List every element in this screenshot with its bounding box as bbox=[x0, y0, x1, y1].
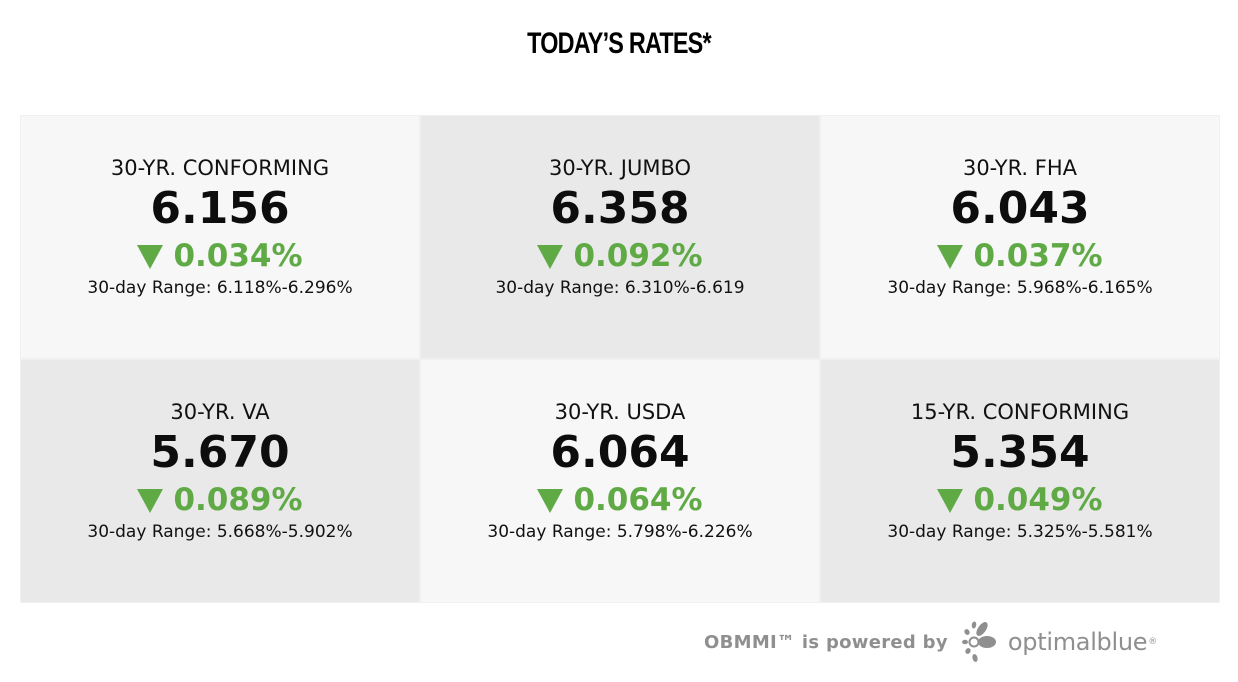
rate-change: 0.064% bbox=[537, 481, 703, 519]
rate-change-value: 0.034% bbox=[173, 238, 303, 274]
rate-change-value: 0.064% bbox=[573, 482, 703, 518]
rate-change-value: 0.049% bbox=[973, 482, 1103, 518]
down-triangle-icon bbox=[537, 245, 564, 269]
rate-card-30yr-fha: 30-YR. FHA 6.043 0.037% 30-day Range: 5.… bbox=[820, 115, 1220, 359]
down-triangle-icon bbox=[937, 489, 964, 513]
rate-change: 0.037% bbox=[937, 237, 1103, 275]
rate-value: 6.064 bbox=[550, 427, 690, 478]
rate-value: 6.156 bbox=[150, 183, 290, 234]
rate-30day-range: 30-day Range: 5.968%-6.165% bbox=[887, 278, 1153, 298]
rate-change: 0.034% bbox=[137, 237, 303, 275]
rate-30day-range: 30-day Range: 5.668%-5.902% bbox=[87, 522, 353, 542]
rate-card-30yr-conforming: 30-YR. CONFORMING 6.156 0.034% 30-day Ra… bbox=[20, 115, 420, 359]
rate-change: 0.049% bbox=[937, 481, 1103, 519]
rate-change: 0.089% bbox=[137, 481, 303, 519]
rate-30day-range: 30-day Range: 5.325%-5.581% bbox=[887, 522, 1153, 542]
rate-card-30yr-jumbo: 30-YR. JUMBO 6.358 0.092% 30-day Range: … bbox=[420, 115, 820, 359]
down-triangle-icon bbox=[937, 245, 964, 269]
down-triangle-icon bbox=[137, 489, 164, 513]
rate-label: 30-YR. JUMBO bbox=[548, 156, 692, 180]
rate-label: 30-YR. USDA bbox=[554, 400, 686, 424]
rate-change-value: 0.092% bbox=[573, 238, 703, 274]
down-triangle-icon bbox=[537, 489, 564, 513]
rate-30day-range: 30-day Range: 6.310%-6.619 bbox=[495, 278, 745, 298]
rate-label: 30-YR. CONFORMING bbox=[110, 156, 330, 180]
rates-grid: 30-YR. CONFORMING 6.156 0.034% 30-day Ra… bbox=[20, 115, 1220, 603]
rate-card-30yr-va: 30-YR. VA 5.670 0.089% 30-day Range: 5.6… bbox=[20, 359, 420, 603]
rate-change: 0.092% bbox=[537, 237, 703, 275]
registered-mark: ® bbox=[1148, 637, 1158, 647]
rate-30day-range: 30-day Range: 5.798%-6.226% bbox=[487, 522, 753, 542]
rate-value: 5.354 bbox=[950, 427, 1090, 478]
down-triangle-icon bbox=[137, 245, 164, 269]
powered-by-footer: OBMMI™ is powered by optimalblue ® bbox=[704, 621, 1158, 662]
page-title: TODAY’S RATES* bbox=[527, 27, 711, 60]
rate-value: 6.358 bbox=[550, 183, 690, 234]
optimalblue-logo-icon bbox=[961, 621, 996, 662]
rate-label: 30-YR. FHA bbox=[962, 156, 1078, 180]
rate-change-value: 0.037% bbox=[973, 238, 1103, 274]
rate-value: 6.043 bbox=[950, 183, 1090, 234]
powered-by-text: OBMMI™ is powered by bbox=[704, 631, 948, 653]
rate-label: 30-YR. VA bbox=[170, 400, 270, 424]
optimalblue-brand: optimalblue bbox=[1007, 628, 1148, 656]
rate-30day-range: 30-day Range: 6.118%-6.296% bbox=[87, 278, 353, 298]
rate-card-30yr-usda: 30-YR. USDA 6.064 0.064% 30-day Range: 5… bbox=[420, 359, 820, 603]
rate-change-value: 0.089% bbox=[173, 482, 303, 518]
rate-value: 5.670 bbox=[150, 427, 290, 478]
rate-label: 15-YR. CONFORMING bbox=[910, 400, 1130, 424]
rate-card-15yr-conforming: 15-YR. CONFORMING 5.354 0.049% 30-day Ra… bbox=[820, 359, 1220, 603]
